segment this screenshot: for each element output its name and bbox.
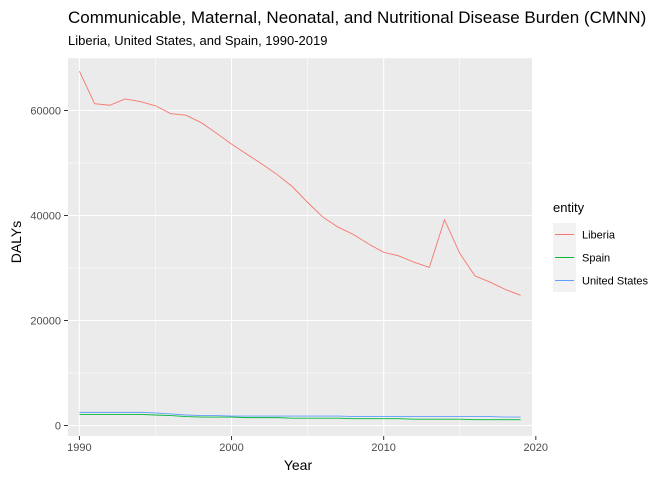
legend-label-spain: Spain <box>582 253 610 265</box>
series-lines <box>79 70 521 421</box>
x-axis-title: Year <box>284 457 313 473</box>
series-line-liberia <box>79 70 521 296</box>
plot-panel <box>68 58 532 436</box>
series-line-spain <box>79 414 521 421</box>
legend-label-united-states: United States <box>582 276 649 288</box>
x-axis: 1990 2000 2010 2020 <box>67 436 548 454</box>
minor-gridlines <box>68 57 532 436</box>
series-line-united-states <box>79 411 521 418</box>
legend-title: entity <box>553 200 585 215</box>
y-tick-label: 0 <box>55 421 61 433</box>
legend-label-liberia: Liberia <box>582 230 616 242</box>
y-tick-label: 60000 <box>30 106 61 118</box>
chart-subtitle: Liberia, United States, and Spain, 1990-… <box>68 33 327 48</box>
legend: entity Liberia Spain United States <box>553 200 649 292</box>
y-axis: 0 20000 40000 60000 <box>30 106 68 433</box>
major-gridlines <box>68 58 537 436</box>
x-tick-label: 2000 <box>219 442 243 454</box>
y-axis-title: DALYs <box>8 221 24 264</box>
y-tick-label: 40000 <box>30 211 61 223</box>
y-tick-label: 20000 <box>30 316 61 328</box>
x-tick-label: 2010 <box>371 442 395 454</box>
chart-title: Communicable, Maternal, Neonatal, and Nu… <box>68 8 646 27</box>
x-tick-label: 2020 <box>524 442 548 454</box>
x-tick-label: 1990 <box>67 442 91 454</box>
